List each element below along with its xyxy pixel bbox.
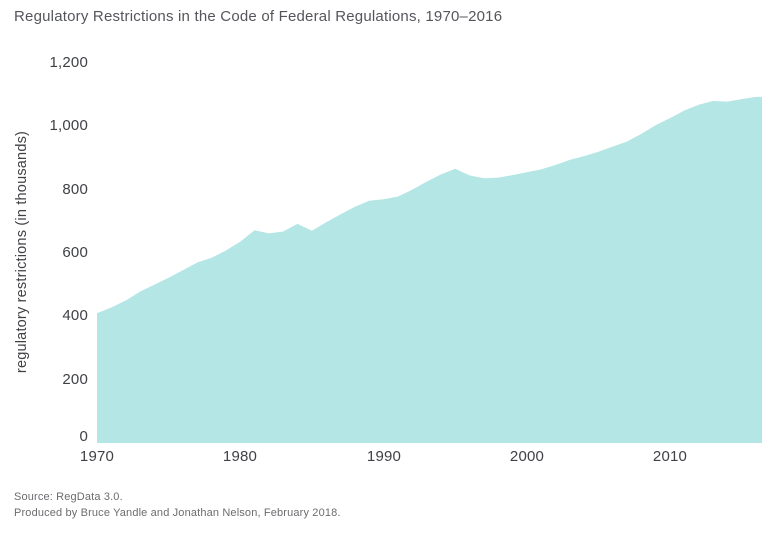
y-tick-label: 800 (62, 181, 88, 198)
source-line-1: Source: RegData 3.0. (14, 491, 123, 503)
x-tick-label: 1980 (222, 448, 258, 465)
y-tick-label: 600 (62, 244, 88, 261)
x-tick-label: 2010 (652, 448, 688, 465)
area-series (97, 96, 762, 444)
y-tick-label: 200 (62, 371, 88, 388)
x-tick-label: 1990 (366, 448, 402, 465)
source-line-2: Produced by Bruce Yandle and Jonathan Ne… (14, 507, 341, 519)
y-tick-label: 0 (79, 428, 88, 445)
chart-title: Regulatory Restrictions in the Code of F… (14, 8, 503, 25)
x-tick-label: 1970 (79, 448, 115, 465)
x-tick-label: 2000 (509, 448, 545, 465)
y-tick-label: 1,000 (49, 117, 88, 134)
y-tick-label: 400 (62, 307, 88, 324)
y-tick-label: 1,200 (49, 54, 88, 71)
